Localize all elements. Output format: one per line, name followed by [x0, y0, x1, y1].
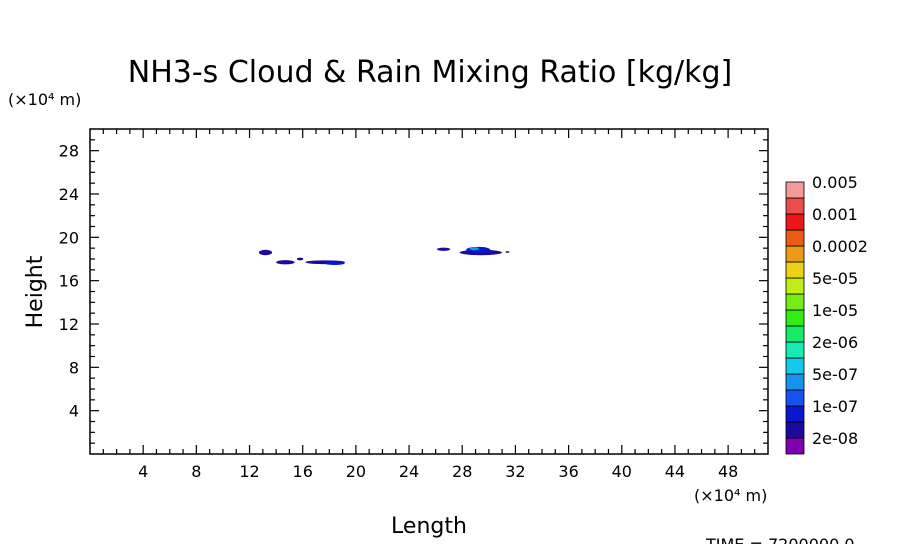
- colorbar-label: 0.0002: [812, 237, 868, 256]
- x-tick-label: 20: [346, 462, 366, 481]
- x-tick-label: 44: [665, 462, 685, 481]
- feature-8: [469, 247, 479, 251]
- x-tick-labels: 4 8 12 16 20 24 28 32 36 40 44 48: [138, 462, 738, 481]
- x-tick-label: 24: [399, 462, 419, 481]
- x-tick-label: 40: [612, 462, 632, 481]
- axis-ticks: [90, 129, 768, 454]
- colorbar-segment: [785, 277, 805, 295]
- x-tick-label: 32: [505, 462, 525, 481]
- y-tick-label: 20: [59, 228, 79, 247]
- x-tick-label: 36: [558, 462, 578, 481]
- colorbar-label: 2e-06: [812, 333, 858, 352]
- y-axis-unit: (×10⁴ m): [8, 90, 81, 109]
- y-tick-label: 4: [69, 402, 79, 421]
- colorbar: [785, 181, 805, 455]
- colorbar-segment: [785, 341, 805, 359]
- chart-title: NH3-s Cloud & Rain Mixing Ratio [kg/kg]: [128, 55, 733, 90]
- data-features: [258, 246, 510, 265]
- colorbar-segment: [785, 405, 805, 423]
- feature-1: [276, 260, 295, 265]
- colorbar-labels: 2e-08 1e-07 5e-07 2e-06 1e-05 5e-05 0.0002 0.00…: [812, 173, 868, 448]
- x-tick-label: 4: [138, 462, 148, 481]
- colorbar-segment: [785, 389, 805, 407]
- feature-4: [324, 261, 345, 265]
- plot-frame: [89, 128, 769, 455]
- colorbar-segment: [785, 293, 805, 311]
- colorbar-segment: [785, 213, 805, 231]
- colorbar-segment: [785, 357, 805, 375]
- y-tick-label: 24: [59, 185, 79, 204]
- colorbar-label: 0.005: [812, 173, 858, 192]
- y-tick-label: 28: [59, 142, 79, 161]
- colorbar-segment: [785, 437, 805, 455]
- x-tick-label: 48: [718, 462, 738, 481]
- colorbar-segment: [785, 181, 805, 199]
- y-tick-labels: 4 8 12 16 20 24 28: [59, 142, 79, 421]
- colorbar-segment: [785, 309, 805, 327]
- colorbar-label: 5e-05: [812, 269, 858, 288]
- x-tick-label: 12: [239, 462, 259, 481]
- colorbar-segment: [785, 229, 805, 247]
- y-tick-label: 8: [69, 358, 79, 377]
- colorbar-label: 5e-07: [812, 365, 858, 384]
- y-axis-label: Height: [23, 255, 48, 328]
- colorbar-segment: [785, 325, 805, 343]
- feature-9: [505, 251, 510, 253]
- x-axis-unit: (×10⁴ m): [694, 486, 767, 505]
- time-label: TIME = 7200000.0: [705, 535, 855, 544]
- x-tick-label: 8: [191, 462, 201, 481]
- y-tick-label: 12: [59, 315, 79, 334]
- colorbar-segment: [785, 261, 805, 279]
- feature-7: [466, 246, 491, 253]
- colorbar-segment: [785, 197, 805, 215]
- colorbar-segment: [785, 245, 805, 263]
- feature-2: [296, 257, 304, 261]
- feature-0: [258, 249, 273, 256]
- colorbar-segment: [785, 373, 805, 391]
- colorbar-label: 0.001: [812, 205, 858, 224]
- feature-5: [436, 247, 451, 251]
- colorbar-label: 1e-05: [812, 301, 858, 320]
- x-tick-label: 28: [452, 462, 472, 481]
- colorbar-label: 1e-07: [812, 397, 858, 416]
- y-tick-label: 16: [59, 272, 79, 291]
- colorbar-label: 2e-08: [812, 429, 858, 448]
- colorbar-segment: [785, 421, 805, 439]
- x-axis-label: Length: [391, 514, 467, 539]
- x-tick-label: 16: [293, 462, 313, 481]
